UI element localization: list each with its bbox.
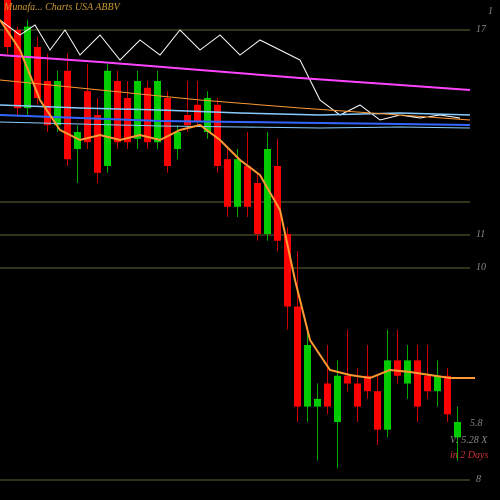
candle-body — [224, 159, 231, 207]
title-text: Munafa... Charts USA ABBV — [4, 2, 120, 13]
candle-body — [154, 81, 161, 142]
candle-body — [114, 81, 121, 142]
candle-body — [274, 166, 281, 241]
candle-body — [374, 391, 381, 430]
candle-body — [34, 47, 41, 98]
axis-label-top: 1 — [488, 6, 493, 17]
candle-body — [174, 132, 181, 149]
chart-svg — [0, 0, 500, 500]
candle-body — [194, 105, 201, 122]
candle-body — [94, 115, 101, 173]
candle-body — [254, 183, 261, 234]
candle-body — [164, 98, 171, 166]
candle-body — [394, 360, 401, 375]
candle-body — [444, 376, 451, 415]
chart-container[interactable]: Munafa... Charts USA ABBV 17 11 10 8 1 5.8 V: … — [0, 0, 500, 500]
candle-body — [414, 360, 421, 406]
candle-body — [294, 307, 301, 407]
candle-body — [424, 376, 431, 391]
candle-body — [354, 384, 361, 407]
info-text: V: 5.28 X — [450, 435, 487, 446]
chart-title: Munafa... Charts USA ABBV — [4, 2, 120, 13]
y-axis-label: 11 — [476, 229, 485, 240]
y-axis-label: 10 — [476, 262, 486, 273]
info-text: in 2 Days — [450, 450, 488, 461]
candle-body — [334, 376, 341, 422]
candle-body — [304, 345, 311, 407]
candle-body — [234, 159, 241, 207]
candle-body — [184, 115, 191, 125]
candle-body — [434, 376, 441, 391]
candle-body — [44, 81, 51, 125]
candle-body — [64, 71, 71, 159]
candle-body — [244, 166, 251, 207]
candle-body — [314, 399, 321, 407]
candle-body — [324, 384, 331, 407]
y-axis-label: 17 — [476, 24, 486, 35]
candle-body — [84, 91, 91, 142]
candle-body — [344, 376, 351, 384]
y-axis-label: 8 — [476, 474, 481, 485]
candle-body — [54, 81, 61, 125]
candle-body — [144, 88, 151, 142]
info-text: 5.8 — [470, 418, 483, 429]
